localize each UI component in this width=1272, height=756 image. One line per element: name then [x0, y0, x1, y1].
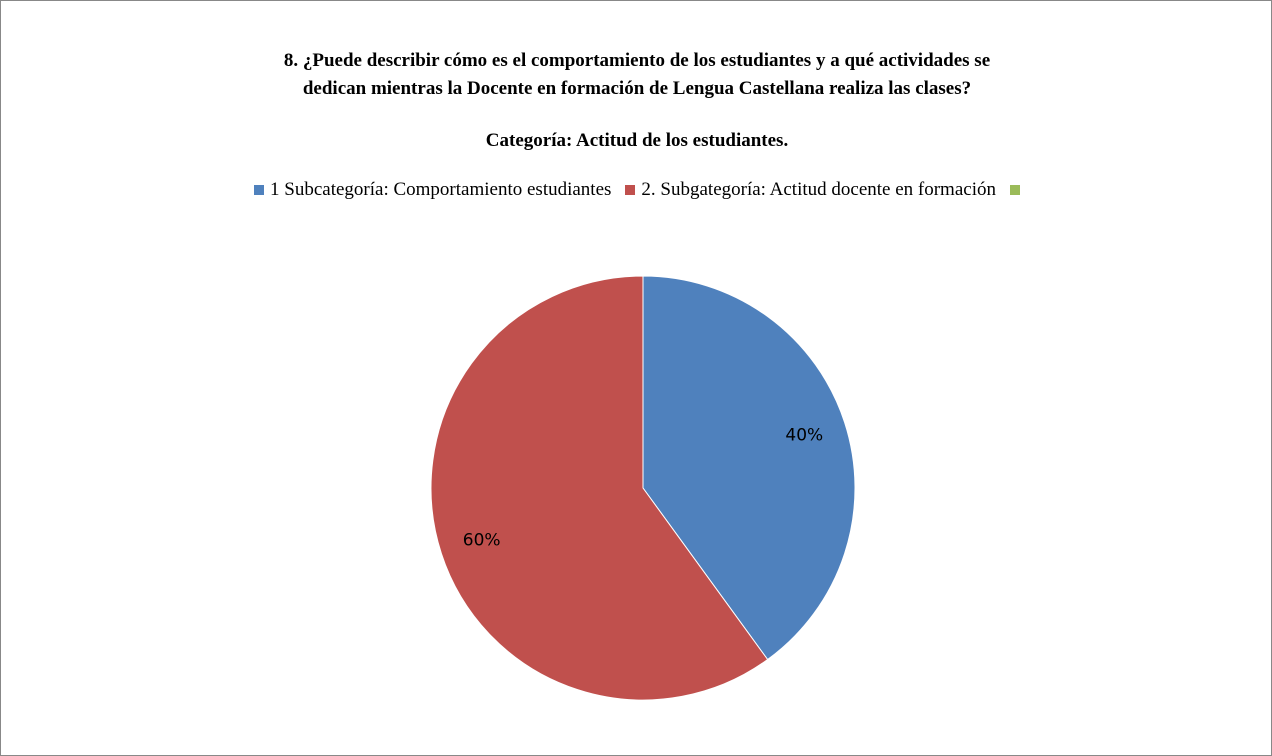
legend-label: 2. Subgategoría: Actitud docente en form… [641, 179, 996, 200]
data-label: 60% [463, 530, 501, 550]
legend-swatch [1009, 185, 1020, 195]
title-line: 8. ¿Puede describir cómo es el comportam… [283, 50, 991, 71]
data-label: 40% [785, 426, 823, 446]
pie-slice [642, 275, 856, 661]
legend: 1 Subcategoría: Comportamiento estudiant… [1, 179, 1272, 201]
chart-title: 8. ¿Puede describir cómo es el comportam… [1, 47, 1272, 103]
title-line: dedican mientras la Docente en formación… [302, 78, 972, 99]
legend-item [1009, 179, 1020, 201]
pie-slice [430, 275, 769, 701]
legend-label: 1 Subcategoría: Comportamiento estudiant… [270, 179, 612, 200]
legend-swatch [625, 185, 636, 195]
chart-subtitle: Categoría: Actitud de los estudiantes. [485, 130, 789, 151]
legend-item: 2. Subgategoría: Actitud docente en form… [625, 179, 996, 201]
legend-swatch [254, 185, 265, 195]
legend-item: 1 Subcategoría: Comportamiento estudiant… [254, 179, 611, 201]
